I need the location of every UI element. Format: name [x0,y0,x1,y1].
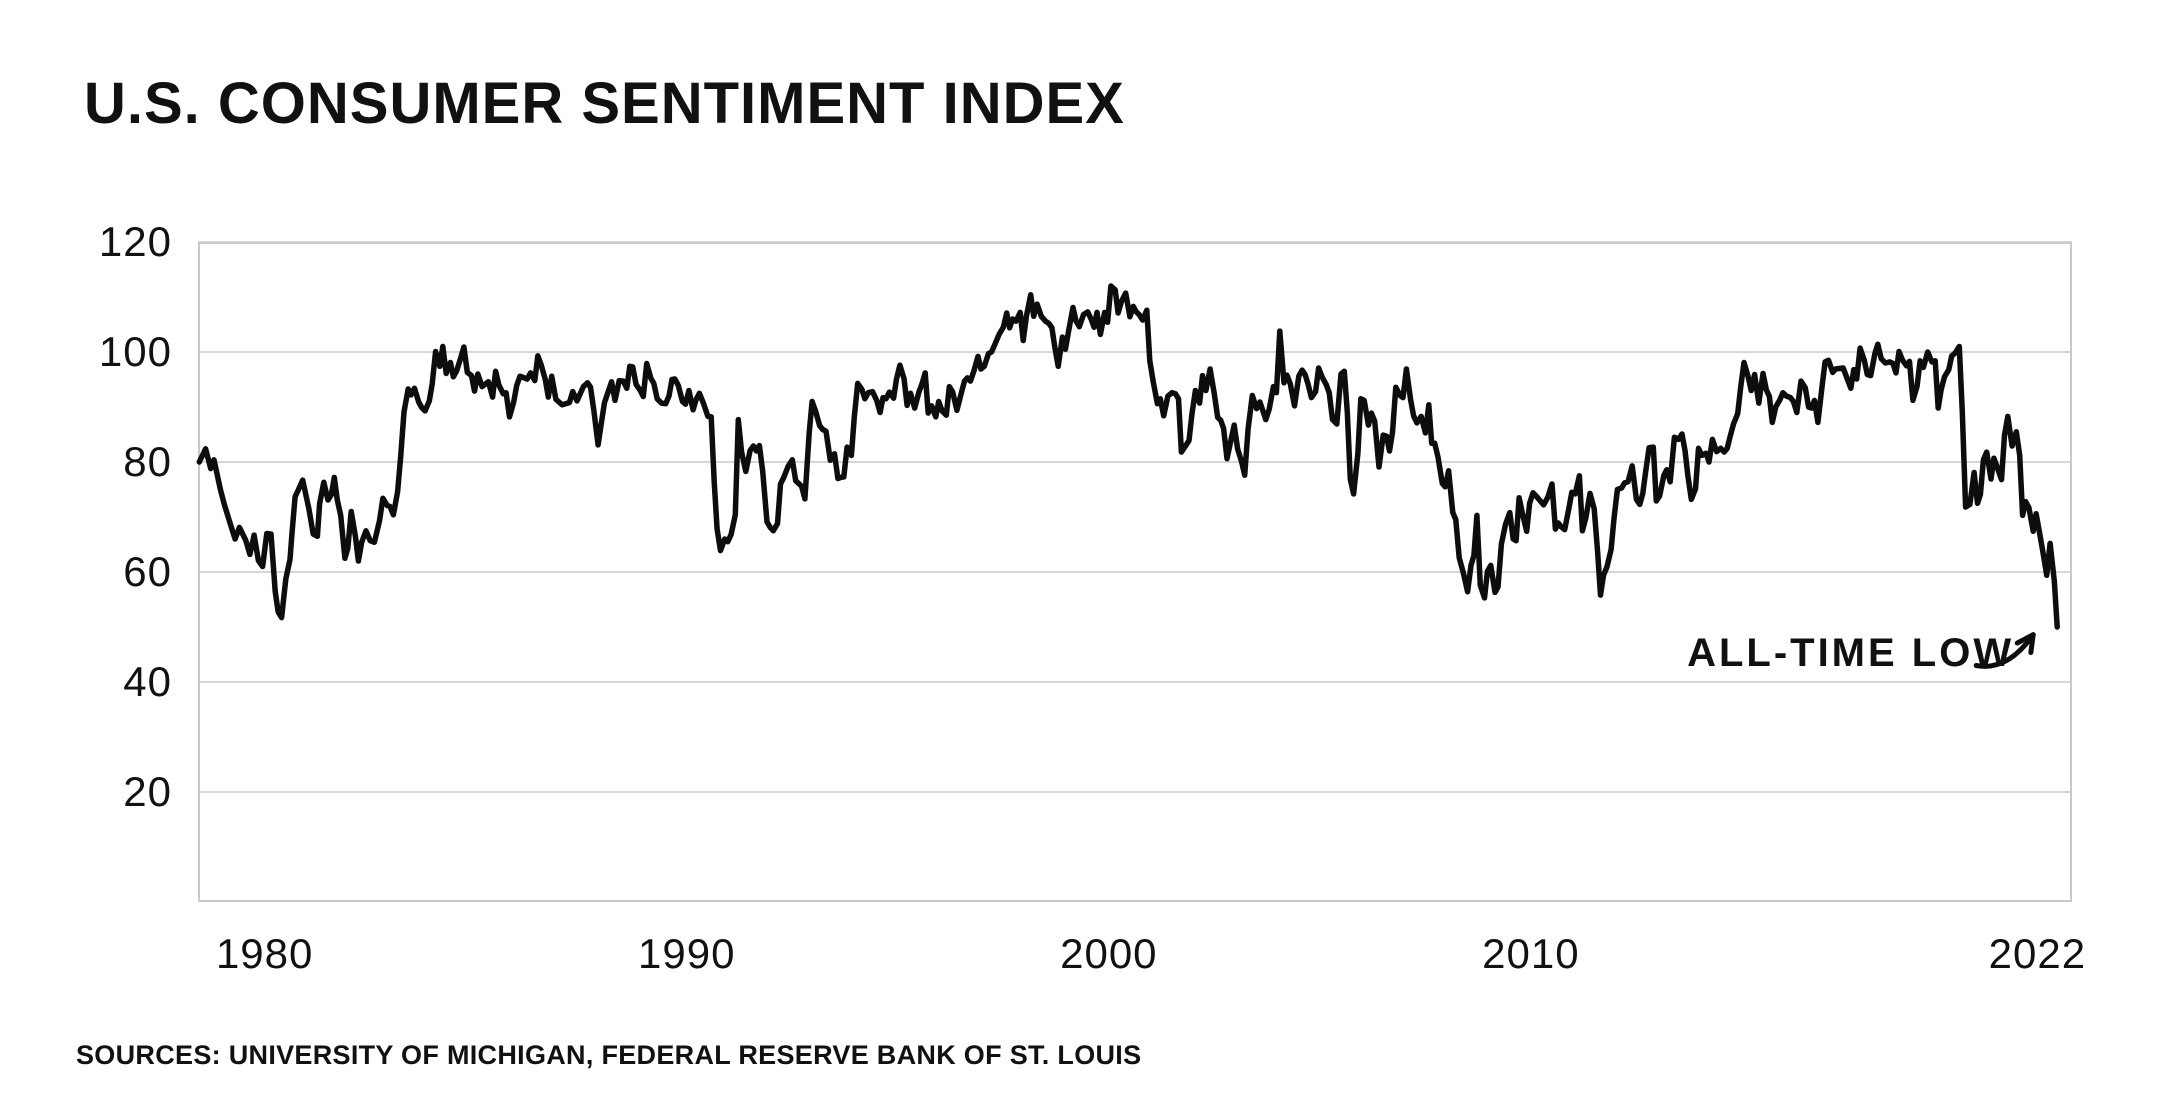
annotation-arrowhead [2014,632,2036,646]
x-tick-label: 1990 [638,930,736,977]
x-tick-label: 2000 [1060,930,1158,977]
plot-area [196,241,2072,902]
y-tick-label: 120 [98,218,172,265]
x-tick-label: 1980 [215,930,314,977]
chart-title: U.S. CONSUMER SENTIMENT INDEX [84,71,1125,136]
x-tick-label: 2010 [1482,930,1580,977]
y-tick-label: 100 [98,328,172,375]
x-axis-labels: 1980 1990 2000 2010 2022 [198,930,2085,990]
x-tick-label: 2022 [1988,930,2087,977]
y-tick-label: 60 [123,548,172,595]
sentiment-line-chart [196,241,2072,902]
sources-caption: SOURCES: UNIVERSITY OF MICHIGAN, FEDERAL… [76,1040,1142,1070]
plot-border [198,242,2072,902]
y-axis-labels: 20 40 60 80 100 120 [0,218,180,902]
all-time-low-annotation: ALL-TIME LOW [1687,630,2015,675]
y-tick-label: 40 [123,658,172,705]
y-tick-label: 80 [123,438,172,485]
annotation-arrow [1973,632,2036,669]
sentiment-line [196,283,2060,630]
y-tick-label: 20 [123,768,172,815]
